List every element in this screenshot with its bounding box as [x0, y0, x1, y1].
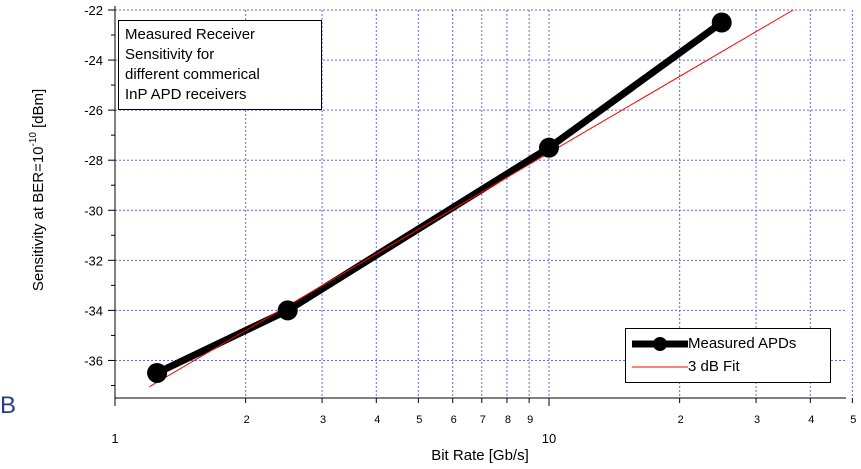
x-tick-label: 4	[808, 414, 814, 426]
x-tick-label: 5	[416, 414, 422, 426]
data-point-measured-apds	[147, 362, 168, 383]
x-tick-label: 2	[678, 414, 684, 426]
y-axis-title-main: Sensitivity at BER=10	[30, 146, 47, 291]
x-tick-label: 7	[480, 414, 486, 426]
plot-frame	[114, 6, 846, 399]
y-tick-label: -28	[84, 153, 103, 168]
legend-label-fit: 3 dB Fit	[688, 358, 740, 375]
x-tick-label: 9	[527, 414, 533, 426]
y-tick-label: -30	[84, 203, 103, 218]
x-tick-label: 3	[754, 414, 760, 426]
x-tick-label: 8	[505, 414, 511, 426]
y-tick-label: -36	[84, 353, 103, 368]
x-tick-label: 3	[320, 414, 326, 426]
x-tick-label: 2	[244, 414, 250, 426]
series-line-3db-fit	[149, 9, 794, 388]
legend: Measured APDs 3 dB Fit	[625, 328, 831, 383]
y-tick-label: -24	[84, 53, 103, 68]
y-axis-title-unit: [dBm]	[30, 89, 47, 128]
y-axis-title: Sensitivity at BER=10-10 [dBm]	[28, 89, 47, 291]
legend-label-measured: Measured APDs	[688, 335, 797, 352]
annotation-box: Measured Receiver Sensitivity for differ…	[118, 20, 322, 110]
series-group	[147, 9, 794, 388]
annotation-line: Sensitivity for	[125, 46, 215, 63]
y-tick-label: -34	[84, 303, 103, 318]
legend-item-measured: Measured APDs	[626, 333, 830, 355]
annotation-line: InP APD receivers	[125, 86, 247, 103]
x-tick-label: 10	[542, 431, 556, 446]
x-tick-label: 5	[850, 414, 856, 426]
data-point-measured-apds	[539, 137, 559, 158]
data-point-measured-apds	[711, 12, 732, 33]
annotation-line: Measured Receiver	[125, 26, 256, 43]
y-tick-label: -26	[84, 103, 103, 118]
y-axis-title-exponent: -10	[28, 132, 39, 147]
data-point-measured-apds	[277, 300, 298, 321]
y-tick-label: -32	[84, 253, 103, 268]
legend-swatch-measured	[632, 337, 688, 351]
x-tick-label: 6	[451, 414, 457, 426]
legend-swatch-fit	[632, 366, 688, 368]
cropped-edge-label: B	[0, 392, 17, 419]
annotation-line: different commerical	[125, 66, 260, 83]
y-tick-label: -22	[84, 3, 103, 18]
x-tick-label: 1	[111, 431, 118, 446]
x-axis-title: Bit Rate [Gb/s]	[431, 447, 529, 464]
x-axis-ticks: 1 2 3 4 5 6 7 8 9 10 2 3 4 5	[111, 398, 856, 446]
x-tick-label: 4	[374, 414, 380, 426]
legend-item-fit: 3 dB Fit	[626, 356, 830, 378]
y-axis-ticks: -36 -34 -32 -30 -28 -26 -24 -22	[84, 3, 115, 386]
